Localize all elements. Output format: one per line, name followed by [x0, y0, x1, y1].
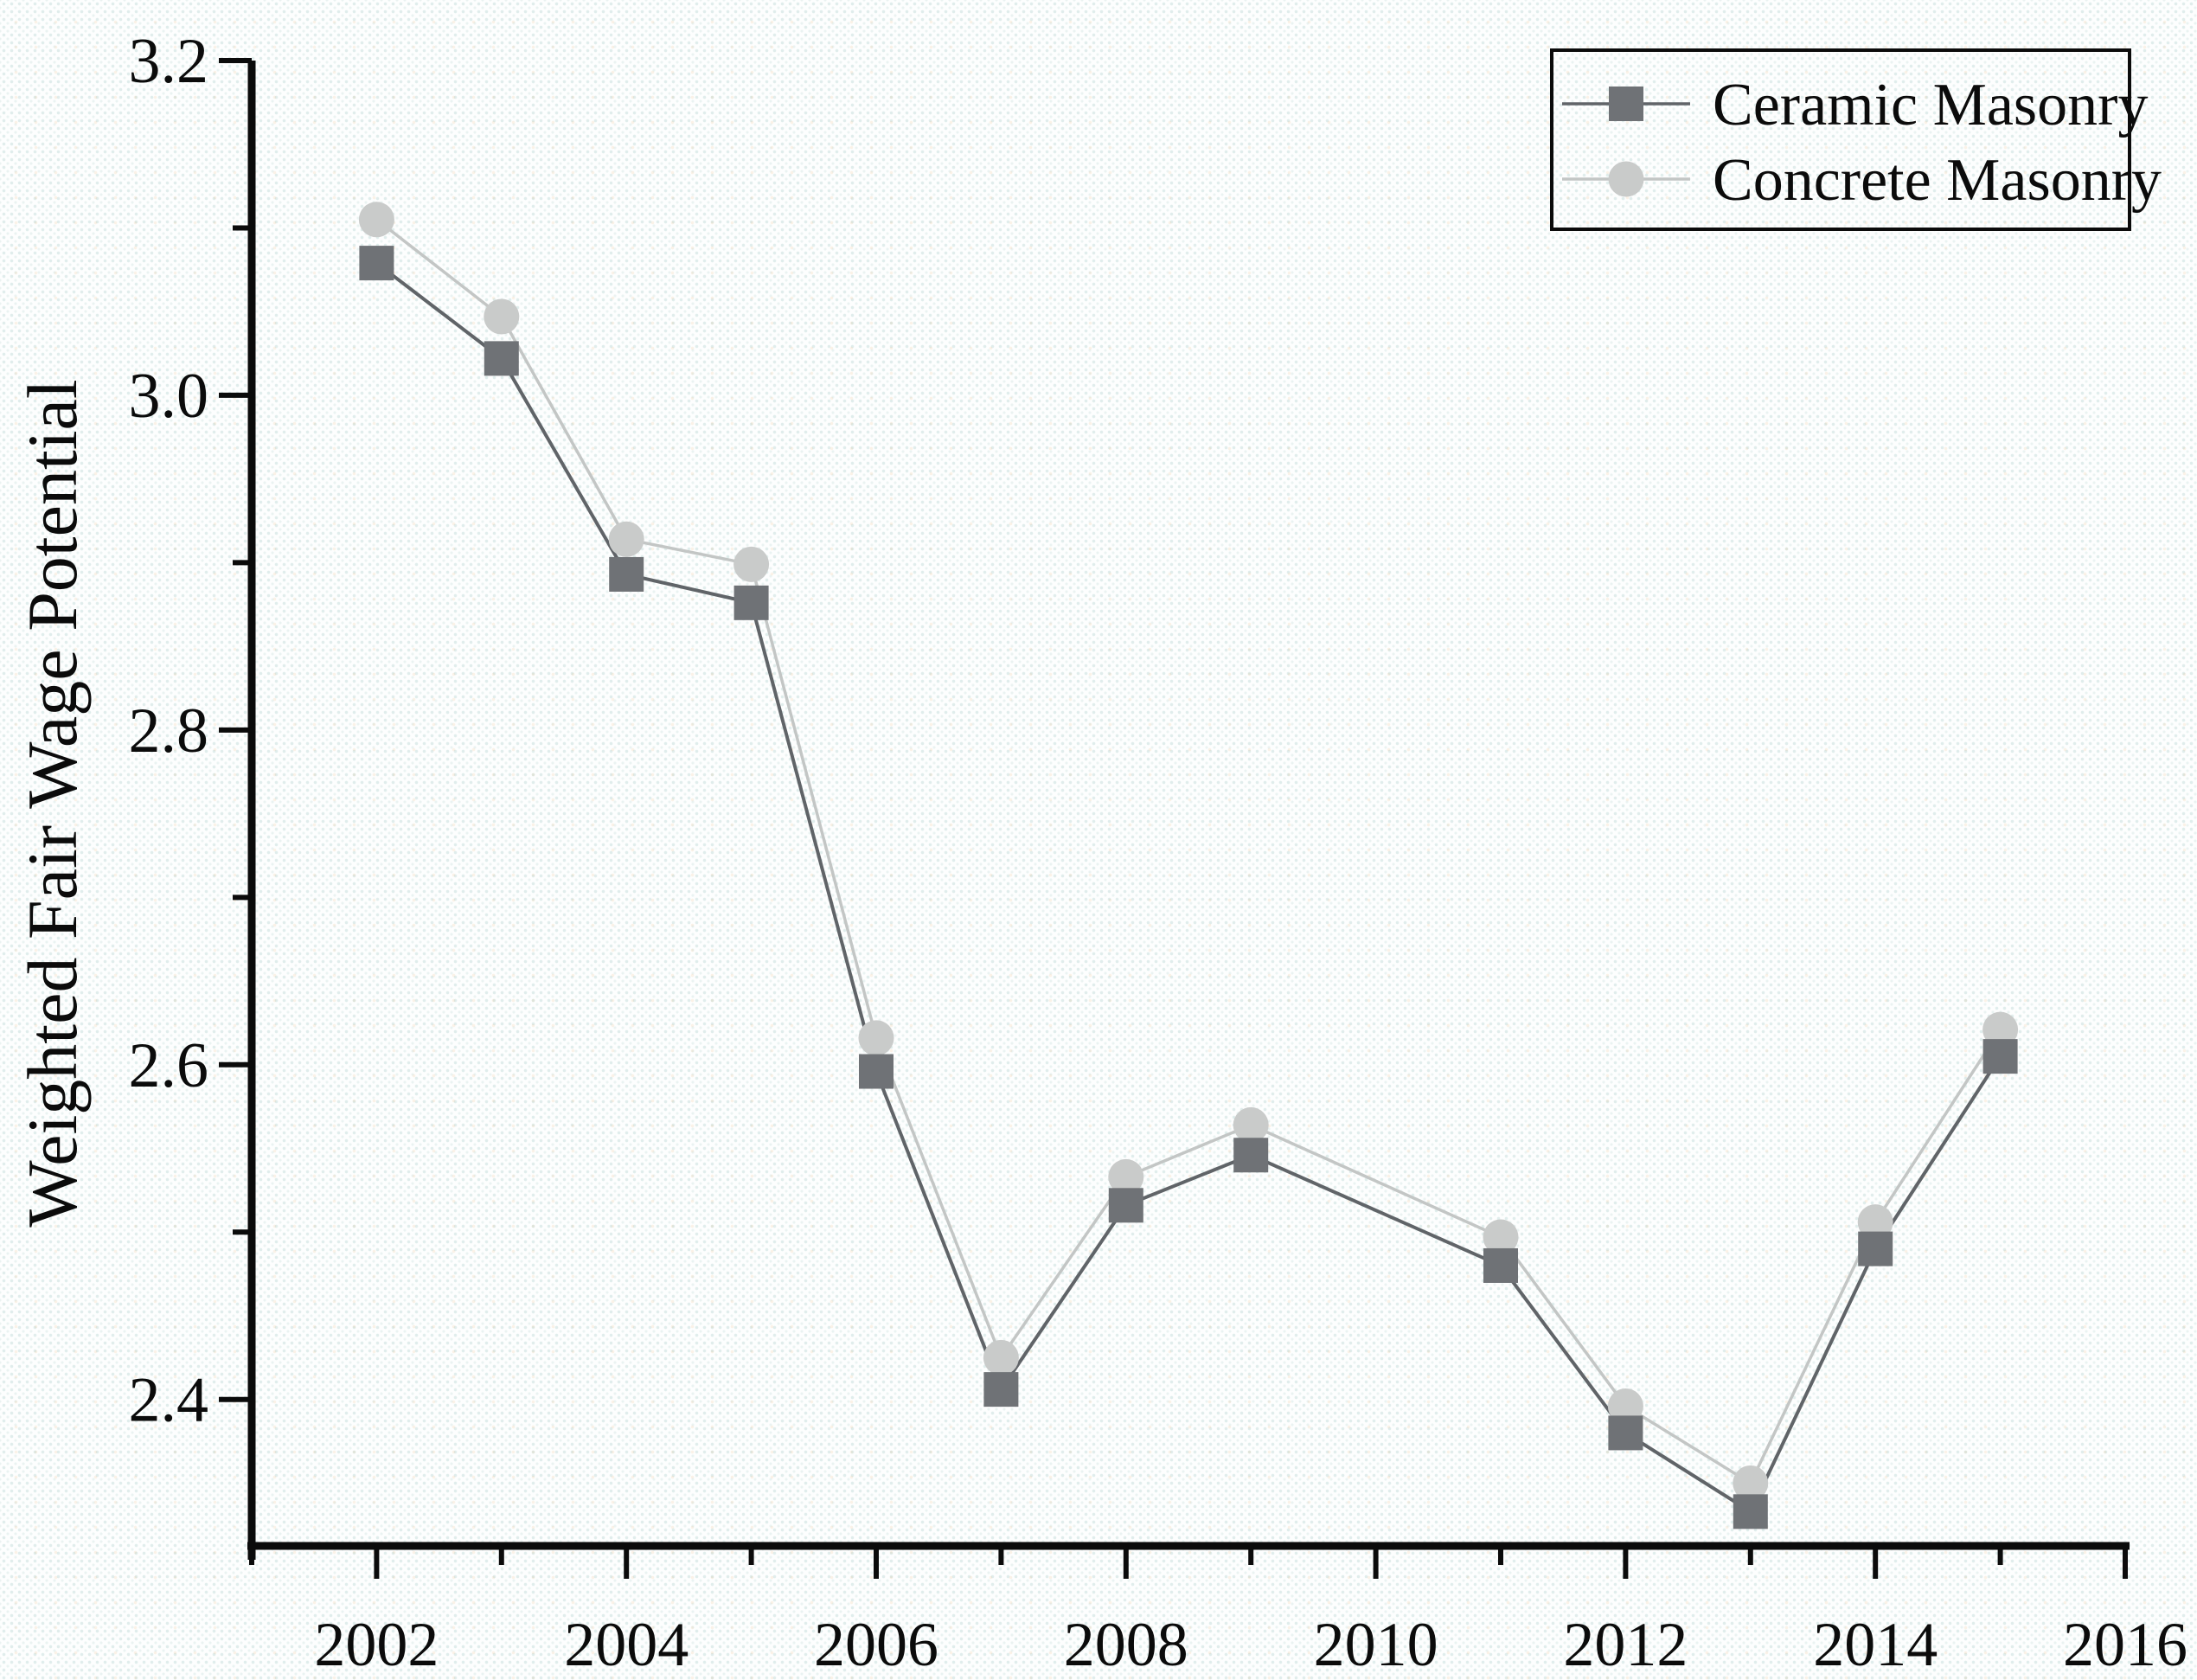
circle-marker-icon [1607, 1388, 1643, 1424]
x-axis-ticks: 2002 2004 2006 2008 2010 2012 2014 2016 [249, 1546, 2187, 1679]
square-marker-icon [359, 246, 394, 281]
legend: Ceramic Masonry Concrete Masonry [1550, 48, 2162, 231]
x-tick-label: 2004 [564, 1610, 689, 1679]
circle-marker-icon [1982, 1011, 2019, 1048]
circle-marker-icon [1108, 1158, 1144, 1195]
circle-marker-icon [1483, 1219, 1519, 1255]
square-marker-icon [609, 556, 644, 592]
square-marker-icon [1982, 1039, 2018, 1074]
y-tick-label: 3.2 [129, 26, 209, 97]
ceramic-masonry-markers [359, 246, 2018, 1529]
square-marker-icon [1733, 1494, 1768, 1529]
y-tick-label: 2.8 [129, 696, 209, 766]
legend-item-ceramic: Ceramic Masonry [1562, 72, 2148, 138]
y-tick-label: 3.0 [129, 361, 209, 432]
circle-marker-icon [1733, 1465, 1769, 1501]
y-axis-title: Weighted Fair Wage Potential [13, 379, 92, 1227]
concrete-masonry-line [375, 218, 2002, 1485]
circle-marker-icon [733, 546, 770, 582]
x-tick-label: 2012 [1563, 1610, 1688, 1679]
square-marker-icon [484, 341, 519, 376]
x-tick-label: 2002 [314, 1610, 439, 1679]
circle-marker-icon [858, 1020, 894, 1056]
x-tick-label: 2016 [2063, 1610, 2187, 1679]
circle-marker-icon [608, 521, 644, 557]
square-marker-icon [733, 585, 769, 620]
circle-marker-icon [484, 298, 520, 335]
legend-box [1550, 48, 2131, 231]
legend-label: Ceramic Masonry [1713, 72, 2148, 138]
y-tick-label: 2.4 [129, 1365, 209, 1436]
legend-label: Concrete Masonry [1713, 147, 2162, 214]
square-marker-icon [1483, 1247, 1518, 1283]
y-axis-ticks: 2.4 2.6 2.8 3.0 3.2 [129, 26, 252, 1436]
circle-marker-icon [1233, 1106, 1269, 1143]
circle-marker-icon [358, 202, 394, 238]
square-marker-icon [1609, 87, 1643, 121]
concrete-masonry-markers [358, 202, 2019, 1501]
x-tick-label: 2006 [814, 1610, 938, 1679]
square-marker-icon [1233, 1138, 1269, 1173]
square-marker-icon [983, 1372, 1019, 1407]
ceramic-masonry-line [375, 261, 2002, 1515]
circle-marker-icon [1857, 1204, 1893, 1241]
square-marker-icon [1108, 1188, 1143, 1223]
y-tick-label: 2.6 [129, 1030, 209, 1101]
circle-marker-icon [983, 1339, 1019, 1375]
square-marker-icon [859, 1054, 894, 1089]
axes [247, 61, 2130, 1560]
legend-item-concrete: Concrete Masonry [1562, 147, 2162, 214]
square-marker-icon [1858, 1231, 1893, 1266]
circle-marker-icon [1608, 161, 1644, 197]
x-tick-label: 2010 [1314, 1610, 1438, 1679]
x-tick-label: 2008 [1064, 1610, 1188, 1679]
square-marker-icon [1608, 1415, 1643, 1451]
x-tick-label: 2014 [1813, 1610, 1938, 1679]
